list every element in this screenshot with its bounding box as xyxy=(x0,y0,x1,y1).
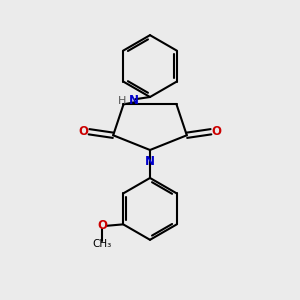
Text: N: N xyxy=(145,155,155,168)
Text: CH₃: CH₃ xyxy=(92,239,112,249)
Text: O: O xyxy=(211,125,221,138)
Text: H: H xyxy=(118,96,126,106)
Text: N: N xyxy=(129,94,139,107)
Text: O: O xyxy=(79,125,89,138)
Text: O: O xyxy=(97,219,107,232)
